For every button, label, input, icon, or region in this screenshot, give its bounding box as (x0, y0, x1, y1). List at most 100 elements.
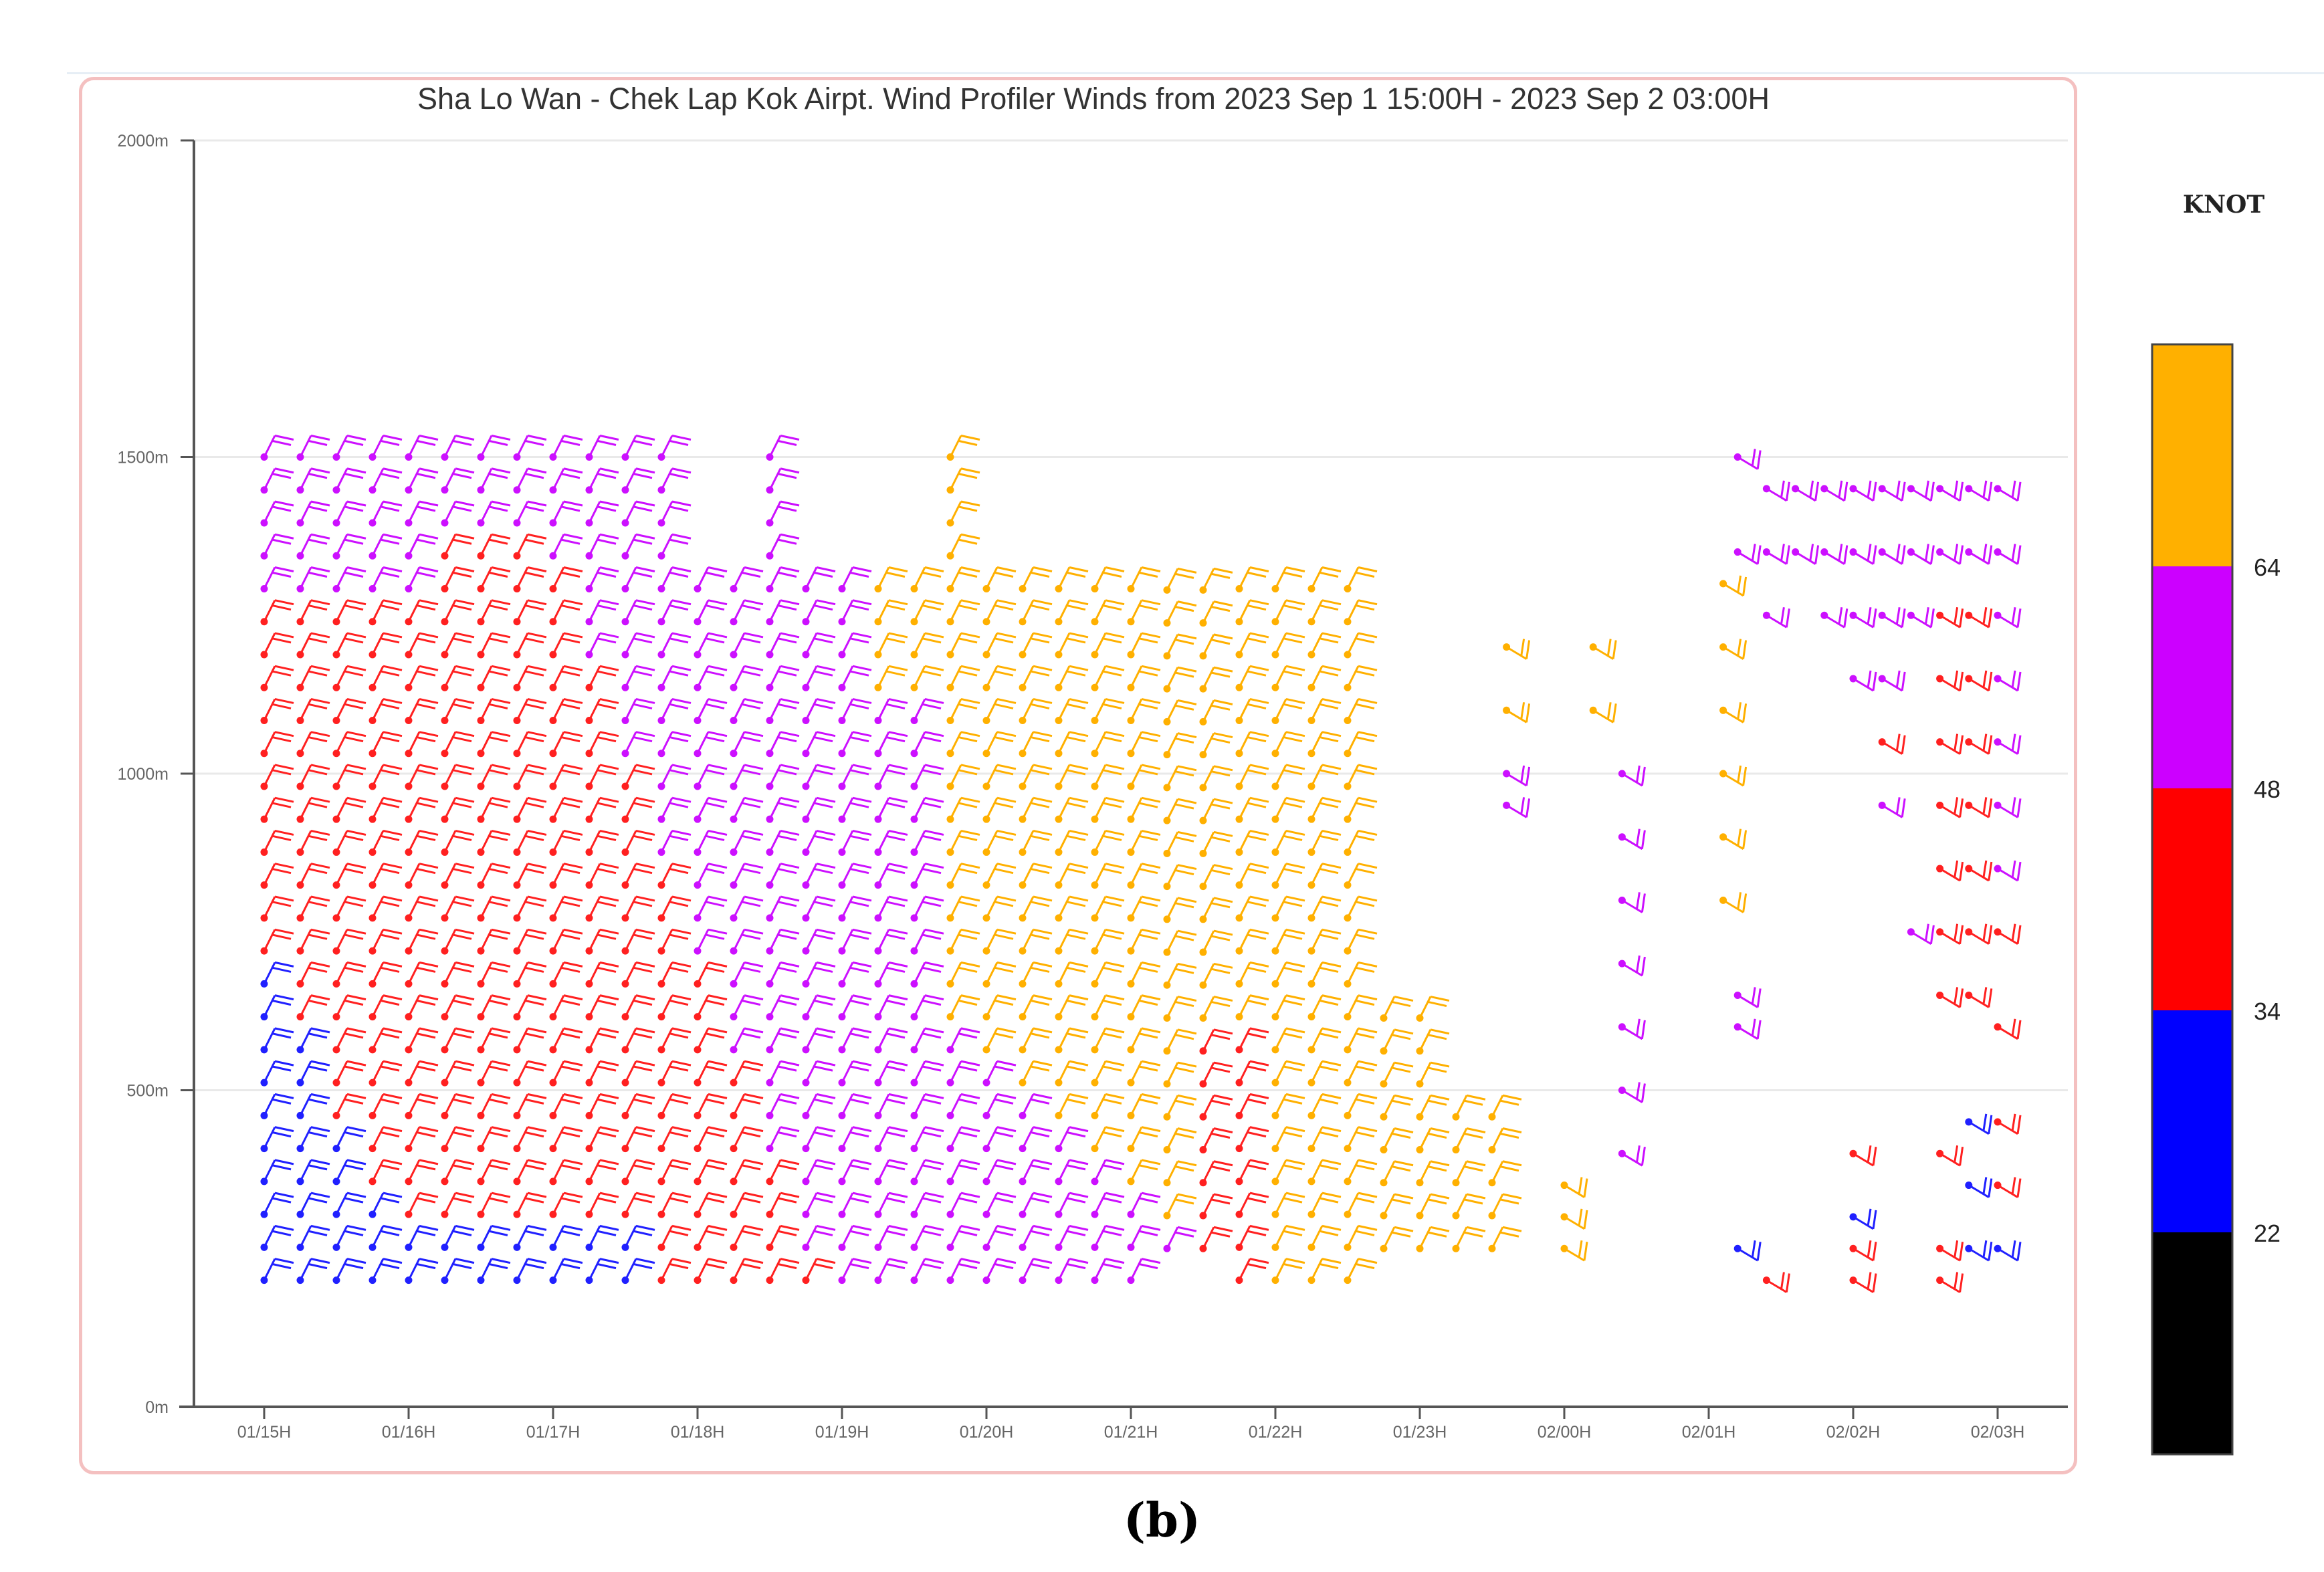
wind-barb (621, 435, 655, 461)
barb-dot (766, 486, 774, 494)
barb-staff (768, 797, 782, 820)
barb-staff (335, 698, 348, 721)
barb-flag (489, 1230, 508, 1236)
barb-flag (778, 868, 797, 875)
barb-flag (1033, 599, 1053, 606)
barb-flag (1358, 863, 1378, 869)
barb-flag (1953, 544, 1959, 562)
wind-barb (549, 1093, 583, 1119)
barb-flag (344, 1065, 364, 1072)
barb-dot (1199, 816, 1207, 824)
barb-flag (994, 1164, 1014, 1171)
barb-flag (563, 1192, 583, 1198)
barb-dot (1936, 485, 1944, 493)
barb-flag (453, 440, 472, 446)
barb-flag (1033, 731, 1053, 738)
barb-dot (694, 1013, 702, 1021)
barb-dot (260, 1046, 268, 1054)
barb-flag (1356, 1263, 1375, 1270)
barb-staff (1021, 797, 1035, 820)
barb-flag (563, 1027, 583, 1034)
barb-dot (982, 980, 990, 988)
barb-flag (597, 1032, 617, 1039)
barb-staff (299, 1060, 312, 1083)
wind-barb (1055, 1126, 1089, 1153)
barb-staff (480, 633, 493, 655)
barb-staff (443, 534, 457, 556)
wind-barb (1163, 732, 1197, 759)
barb-flag (778, 1230, 797, 1236)
barb-flag (996, 1159, 1017, 1165)
barb-staff (805, 665, 818, 688)
wind-barb (1878, 544, 1906, 565)
barb-dot (1235, 584, 1243, 592)
wind-barb (657, 435, 692, 461)
barb-staff (371, 633, 385, 655)
barb-staff (1418, 1161, 1432, 1184)
barb-flag (635, 764, 655, 770)
wind-barb (585, 895, 619, 922)
barb-dot (260, 552, 268, 560)
barb-dot (477, 683, 485, 691)
barb-staff (299, 665, 312, 688)
wind-barb (946, 895, 980, 922)
barb-flag (708, 1192, 728, 1198)
barb-dot (1965, 928, 1973, 936)
barb-staff (371, 764, 385, 787)
wind-barb (657, 566, 692, 592)
barb-flag (597, 703, 617, 709)
barb-dot (513, 1276, 521, 1284)
barb-flag (996, 697, 1017, 704)
barb-staff (1057, 600, 1071, 623)
barb-dot (874, 1243, 882, 1251)
wind-barb (477, 895, 511, 922)
wind-barb (1019, 1093, 1053, 1119)
barb-dot (1344, 980, 1352, 988)
barb-flag (525, 604, 544, 611)
barb-staff (588, 896, 601, 919)
barb-flag (1031, 1065, 1050, 1072)
wind-barb (1163, 1061, 1197, 1088)
wind-barb (368, 467, 403, 494)
barb-staff (696, 1060, 710, 1083)
barb-dot (1163, 1014, 1171, 1022)
barb-flag (850, 703, 869, 709)
barb-flag (958, 1197, 978, 1204)
barb-flag (272, 1230, 292, 1236)
barb-dot (585, 980, 593, 988)
wind-barb (405, 632, 439, 659)
barb-dot (1163, 652, 1171, 660)
barb-flag (344, 506, 364, 512)
wind-barb (513, 467, 547, 494)
barb-staff (660, 797, 673, 820)
barb-dot (910, 618, 918, 626)
barb-flag (1249, 1258, 1269, 1264)
barb-flag (996, 599, 1017, 606)
wind-barb (1271, 632, 1305, 659)
wind-barb (1055, 632, 1089, 659)
barb-staff (949, 566, 962, 590)
barb-dot (1503, 706, 1511, 714)
barb-staff (768, 501, 782, 524)
barb-flag (346, 961, 366, 968)
barb-flag (852, 863, 872, 869)
wind-barb (838, 895, 872, 922)
barb-flag (272, 769, 292, 776)
barb-flag (1872, 481, 1877, 501)
wind-barb (1271, 1224, 1305, 1251)
wind-barb (802, 994, 836, 1021)
barb-flag (1105, 994, 1125, 1001)
barb-flag (1953, 1240, 1959, 1258)
barb-flag (958, 769, 978, 776)
barb-flag (1356, 670, 1375, 677)
barb-dot (368, 486, 377, 494)
barb-flag (1780, 1272, 1785, 1290)
barb-staff (516, 468, 529, 491)
wind-barb (1199, 929, 1233, 956)
barb-staff (1130, 633, 1143, 655)
barb-dot (1055, 584, 1063, 592)
barb-flag (1213, 962, 1233, 969)
wind-barb (585, 500, 619, 527)
barb-staff (1274, 830, 1287, 853)
wind-barb (1055, 1192, 1089, 1218)
